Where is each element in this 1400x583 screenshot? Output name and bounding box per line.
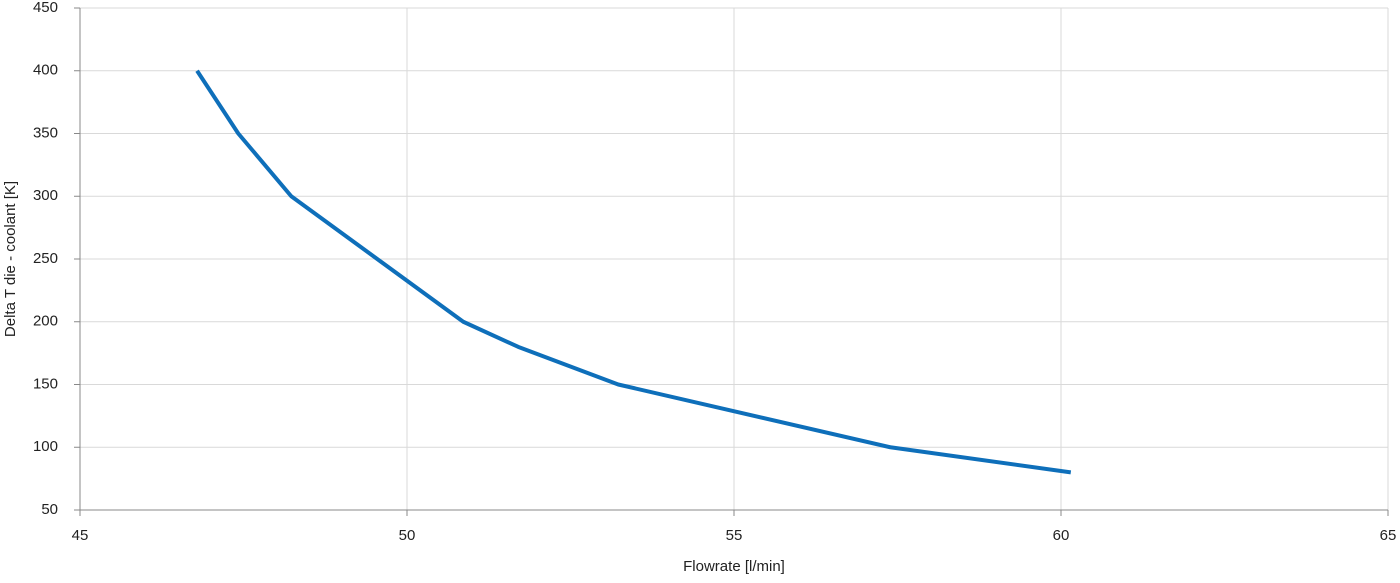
- x-tick-label: 45: [72, 527, 89, 544]
- y-axis-title: Delta T die - coolant [K]: [2, 181, 19, 337]
- y-tick-label: 150: [33, 375, 58, 392]
- y-tick-label: 350: [33, 124, 58, 141]
- x-tick-label: 55: [726, 527, 743, 544]
- y-tick-label: 50: [41, 501, 58, 518]
- y-tick-label: 300: [33, 187, 58, 204]
- y-tick-label: 250: [33, 250, 58, 267]
- y-tick-label: 100: [33, 438, 58, 455]
- y-tick-label: 450: [33, 0, 58, 16]
- x-tick-label: 60: [1053, 527, 1070, 544]
- x-axis-title: Flowrate [l/min]: [683, 558, 785, 575]
- y-tick-label: 200: [33, 313, 58, 330]
- data-line: [195, 69, 1072, 475]
- y-tick-label: 400: [33, 62, 58, 79]
- x-tick-label: 65: [1380, 527, 1397, 544]
- x-tick-label: 50: [399, 527, 416, 544]
